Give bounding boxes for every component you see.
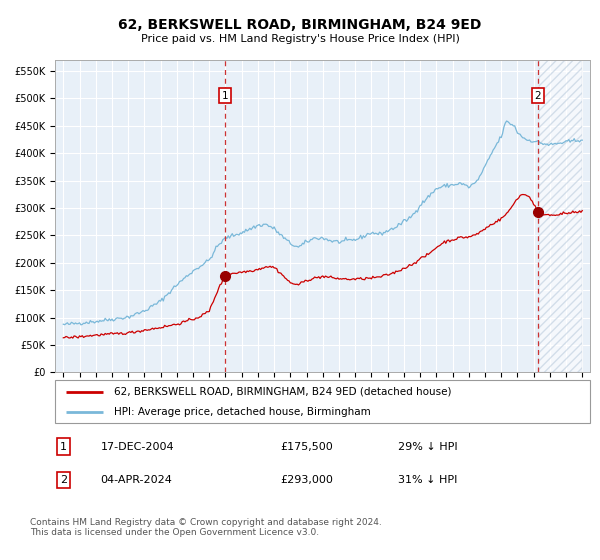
Text: 17-DEC-2004: 17-DEC-2004 xyxy=(101,441,175,451)
Text: 1: 1 xyxy=(221,91,228,101)
FancyBboxPatch shape xyxy=(55,380,590,423)
Text: HPI: Average price, detached house, Birmingham: HPI: Average price, detached house, Birm… xyxy=(114,407,371,417)
Text: 62, BERKSWELL ROAD, BIRMINGHAM, B24 9ED (detached house): 62, BERKSWELL ROAD, BIRMINGHAM, B24 9ED … xyxy=(114,387,452,396)
Text: 62, BERKSWELL ROAD, BIRMINGHAM, B24 9ED: 62, BERKSWELL ROAD, BIRMINGHAM, B24 9ED xyxy=(118,18,482,32)
Text: 2: 2 xyxy=(59,475,67,485)
Text: £293,000: £293,000 xyxy=(280,475,333,485)
Text: 04-APR-2024: 04-APR-2024 xyxy=(101,475,173,485)
Text: 2: 2 xyxy=(535,91,541,101)
Text: Price paid vs. HM Land Registry's House Price Index (HPI): Price paid vs. HM Land Registry's House … xyxy=(140,34,460,44)
Text: Contains HM Land Registry data © Crown copyright and database right 2024.
This d: Contains HM Land Registry data © Crown c… xyxy=(30,518,382,538)
Text: £175,500: £175,500 xyxy=(280,441,333,451)
Text: 31% ↓ HPI: 31% ↓ HPI xyxy=(398,475,457,485)
Text: 1: 1 xyxy=(60,441,67,451)
Text: 29% ↓ HPI: 29% ↓ HPI xyxy=(398,441,457,451)
